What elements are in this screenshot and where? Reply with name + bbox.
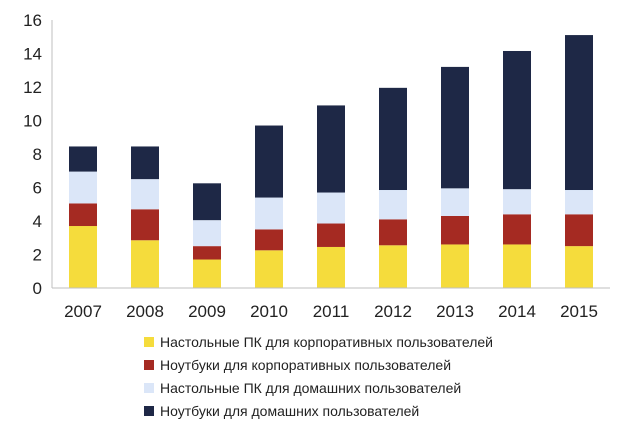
bar-segment: [255, 197, 283, 230]
legend-swatch: [144, 359, 154, 370]
y-tick-label: 16: [23, 11, 42, 30]
bar-segment: [131, 179, 159, 210]
bar-segment: [317, 223, 345, 247]
bar-segment: [131, 146, 159, 180]
bar-segment: [379, 190, 407, 220]
legend-label: Настольные ПК для домашних пользователей: [160, 379, 462, 396]
legend-item: Настольные ПК для домашних пользователей: [144, 376, 493, 399]
x-tick-label: 2009: [188, 302, 226, 321]
y-tick-label: 4: [33, 212, 42, 231]
bar-segment: [255, 250, 283, 288]
bar-segment: [503, 189, 531, 215]
legend-swatch: [144, 336, 154, 347]
bar-segment: [131, 240, 159, 288]
legend-label: Ноутбуки для корпоративных пользователей: [160, 356, 452, 373]
bar-segment: [69, 146, 97, 172]
y-tick-label: 14: [23, 45, 42, 64]
x-axis-ticks: 2007 2008 2009 2010 2011 2012 2013 2014 2015: [64, 302, 598, 321]
bar-segment: [503, 214, 531, 245]
legend-item: Ноутбуки для корпоративных пользователей: [144, 353, 493, 376]
x-tick-label: 2008: [126, 302, 164, 321]
x-tick-label: 2011: [313, 302, 350, 321]
y-tick-label: 0: [33, 279, 42, 298]
y-axis-ticks: 0 2 4 6 8 10 12 14 16: [23, 11, 42, 298]
bar-segment: [317, 192, 345, 224]
bar-segment: [503, 50, 531, 190]
legend: Настольные ПК для корпоративных пользова…: [144, 330, 493, 422]
bar-segment: [441, 188, 469, 216]
bar-segment: [441, 66, 469, 189]
legend-swatch: [144, 382, 154, 393]
bar-segment: [193, 259, 221, 288]
bar-segment: [69, 226, 97, 288]
bar-segment: [317, 105, 345, 193]
y-tick-label: 10: [23, 112, 42, 131]
bar-segment: [69, 171, 97, 204]
bar-segment: [255, 125, 283, 198]
legend-item: Ноутбуки для домашних пользователей: [144, 399, 493, 422]
bar-segment: [441, 244, 469, 288]
bar-segment: [565, 214, 593, 247]
bar-segment: [317, 246, 345, 288]
bar-segment: [565, 190, 593, 215]
bar-segment: [503, 244, 531, 288]
y-tick-label: 8: [33, 145, 42, 164]
y-tick-label: 2: [33, 246, 42, 265]
x-tick-label: 2015: [560, 302, 598, 321]
bar-segment: [193, 246, 221, 260]
x-tick-label: 2010: [250, 302, 288, 321]
bars-group: [69, 35, 593, 288]
bar-segment: [565, 246, 593, 288]
bar-segment: [379, 87, 407, 191]
bar-segment: [379, 219, 407, 246]
bar-segment: [565, 35, 593, 191]
bar-segment: [69, 203, 97, 227]
bar-segment: [379, 245, 407, 288]
bar-segment: [193, 183, 221, 221]
legend-label: Ноутбуки для домашних пользователей: [160, 402, 420, 419]
x-tick-label: 2012: [374, 302, 412, 321]
bar-segment: [131, 209, 159, 241]
legend-swatch: [144, 405, 154, 416]
x-tick-label: 2013: [436, 302, 474, 321]
y-tick-label: 12: [23, 78, 42, 97]
y-tick-label: 6: [33, 179, 42, 198]
legend-label: Настольные ПК для корпоративных пользова…: [160, 333, 493, 350]
bar-segment: [441, 215, 469, 245]
x-tick-label: 2007: [64, 302, 102, 321]
legend-item: Настольные ПК для корпоративных пользова…: [144, 330, 493, 353]
bar-segment: [193, 220, 221, 247]
x-tick-label: 2014: [498, 302, 536, 321]
bar-segment: [255, 229, 283, 251]
